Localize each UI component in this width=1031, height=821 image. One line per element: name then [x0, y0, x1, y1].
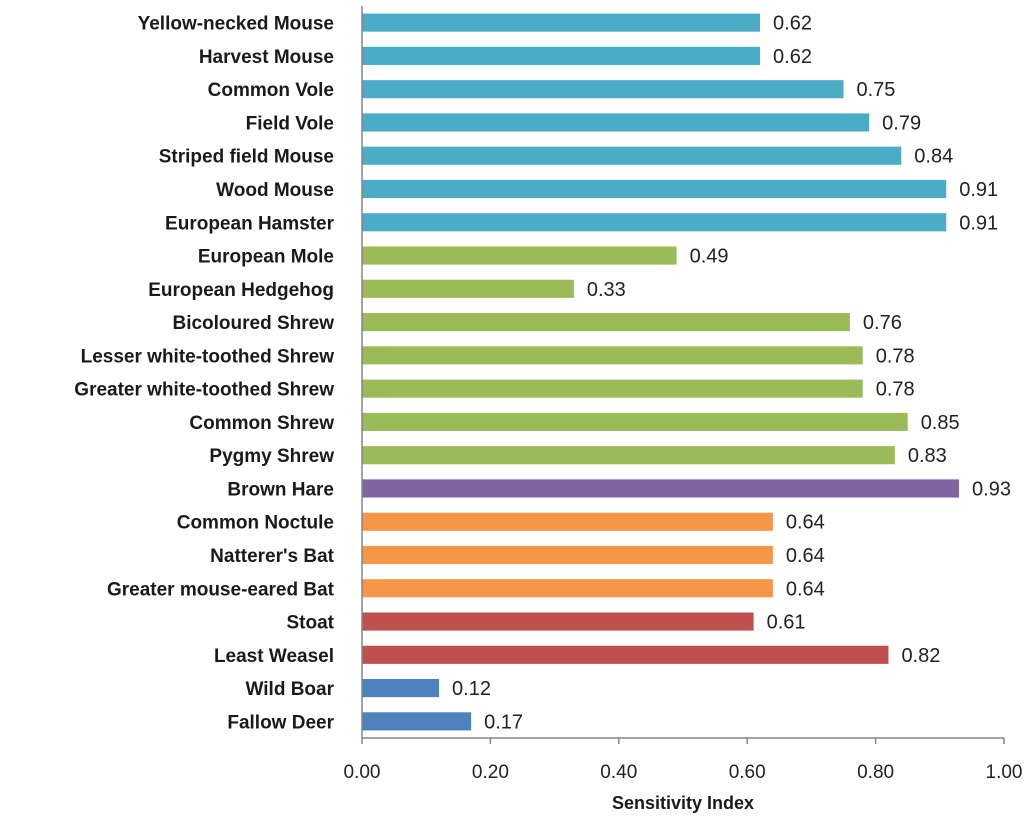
category-label: Common Noctule [177, 513, 334, 534]
bar [362, 479, 960, 498]
bar [362, 512, 773, 531]
data-label: 0.62 [773, 46, 812, 68]
category-label: Yellow-necked Mouse [138, 14, 334, 35]
data-label: 0.78 [876, 379, 915, 401]
category-label: Natterer's Bat [210, 546, 335, 567]
x-ticks-layer: 0.00 0.20 0.40 0.60 0.80 1.00 [344, 738, 1023, 783]
x-tick-label: 0.00 [344, 762, 381, 783]
category-label: Common Shrew [189, 413, 334, 434]
data-label: 0.91 [959, 179, 998, 201]
data-label: 0.78 [876, 345, 915, 367]
category-label: Least Weasel [214, 646, 334, 667]
bar [362, 146, 902, 165]
bar [362, 446, 895, 465]
data-label: 0.82 [901, 645, 940, 667]
data-label: 0.64 [786, 545, 825, 567]
data-label: 0.79 [882, 112, 921, 134]
category-label: Field Vole [246, 113, 334, 134]
x-tick-label: 0.20 [472, 762, 509, 783]
bar [362, 346, 863, 365]
bar [362, 279, 574, 298]
category-label: European Hamster [165, 213, 335, 234]
data-label: 0.12 [452, 678, 491, 700]
x-tick-label: 0.60 [729, 762, 766, 783]
bar [362, 679, 440, 698]
data-label: 0.64 [786, 578, 825, 600]
data-label: 0.62 [773, 13, 812, 35]
x-tick-label: 0.80 [857, 762, 894, 783]
data-label: 0.83 [908, 445, 947, 467]
bar [362, 179, 947, 199]
bar [362, 313, 850, 332]
category-label: Bicoloured Shrew [172, 313, 334, 334]
category-label: European Mole [198, 247, 334, 268]
data-label: 0.49 [690, 246, 729, 268]
category-label: Fallow Deer [227, 712, 334, 733]
data-label: 0.85 [921, 412, 960, 434]
bar [362, 412, 908, 431]
category-label: Brown Hare [227, 479, 334, 500]
category-label: Wood Mouse [216, 180, 334, 201]
category-label: Stoat [287, 613, 335, 634]
bar [362, 712, 472, 731]
bars-layer: Yellow-necked Mouse 0.62 Harvest Mouse 0.62… [74, 13, 1011, 734]
x-tick-label: 0.40 [600, 762, 637, 783]
bar [362, 113, 870, 132]
data-label: 0.75 [857, 79, 896, 101]
data-label: 0.84 [914, 146, 953, 168]
data-label: 0.64 [786, 512, 825, 534]
x-axis-title: Sensitivity Index [612, 793, 754, 813]
data-label: 0.76 [863, 312, 902, 334]
data-label: 0.17 [484, 711, 523, 733]
bar [362, 645, 889, 664]
bar [362, 46, 761, 65]
category-label: Harvest Mouse [199, 47, 334, 68]
category-label: Common Vole [208, 80, 334, 101]
category-label: Greater white-toothed Shrew [74, 380, 334, 401]
bar [362, 379, 863, 398]
bar [362, 213, 947, 232]
bar [362, 612, 754, 631]
bar [362, 246, 677, 265]
category-label: Lesser white-toothed Shrew [81, 346, 335, 367]
bar [362, 13, 761, 32]
x-tick-label: 1.00 [986, 762, 1023, 783]
data-label: 0.91 [959, 212, 998, 234]
category-label: Wild Boar [246, 679, 335, 700]
data-label: 0.61 [767, 612, 806, 634]
category-label: Striped field Mouse [159, 147, 334, 168]
bar [362, 579, 773, 598]
category-label: Greater mouse-eared Bat [107, 579, 335, 600]
data-label: 0.33 [587, 279, 626, 301]
bar [362, 545, 773, 565]
category-label: Pygmy Shrew [209, 446, 334, 467]
bar [362, 80, 844, 99]
category-label: European Hedgehog [148, 280, 334, 301]
data-label: 0.93 [972, 478, 1011, 500]
